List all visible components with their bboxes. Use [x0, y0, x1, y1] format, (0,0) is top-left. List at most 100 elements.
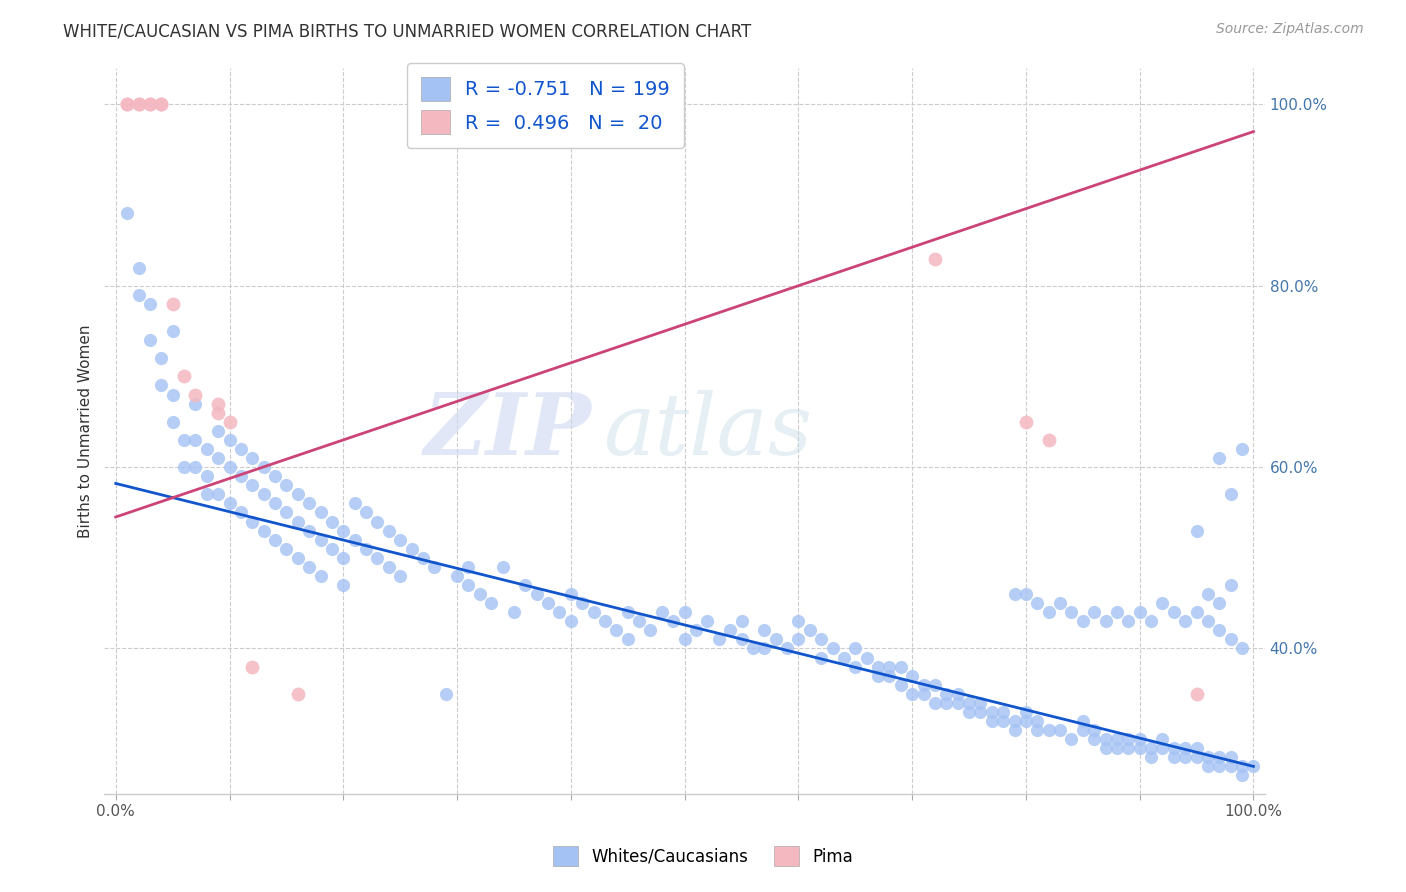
Point [366, 550, 388, 565]
Point [1197, 615, 1219, 629]
Point [378, 560, 401, 574]
Point [309, 569, 332, 583]
Point [150, 351, 173, 366]
Point [207, 487, 229, 501]
Point [207, 451, 229, 466]
Point [343, 533, 366, 547]
Point [957, 705, 980, 719]
Point [1026, 723, 1049, 738]
Point [1083, 723, 1105, 738]
Point [1185, 741, 1208, 756]
Point [1105, 732, 1128, 747]
Point [1140, 615, 1163, 629]
Point [1174, 615, 1197, 629]
Point [354, 506, 377, 520]
Point [332, 578, 354, 592]
Point [253, 487, 276, 501]
Point [1038, 723, 1060, 738]
Point [195, 442, 218, 456]
Point [1118, 615, 1140, 629]
Point [240, 478, 263, 492]
Point [560, 615, 582, 629]
Point [412, 550, 434, 565]
Point [1185, 524, 1208, 538]
Point [321, 515, 343, 529]
Point [503, 605, 526, 619]
Point [526, 587, 548, 601]
Point [1230, 442, 1253, 456]
Point [969, 696, 991, 710]
Point [309, 506, 332, 520]
Point [468, 587, 491, 601]
Point [537, 596, 560, 610]
Point [890, 659, 912, 673]
Point [115, 97, 138, 112]
Point [957, 696, 980, 710]
Point [218, 433, 240, 447]
Point [993, 705, 1015, 719]
Point [1094, 615, 1116, 629]
Text: ZIP: ZIP [425, 389, 592, 473]
Point [389, 569, 412, 583]
Point [366, 515, 388, 529]
Point [184, 387, 207, 401]
Point [571, 596, 593, 610]
Point [264, 533, 287, 547]
Point [276, 506, 298, 520]
Point [1230, 768, 1253, 782]
Text: Source: ZipAtlas.com: Source: ZipAtlas.com [1216, 22, 1364, 37]
Point [1071, 723, 1094, 738]
Point [980, 705, 1002, 719]
Point [229, 469, 252, 483]
Point [1219, 632, 1241, 647]
Point [184, 460, 207, 475]
Point [890, 678, 912, 692]
Point [1105, 741, 1128, 756]
Point [1208, 451, 1230, 466]
Point [810, 650, 832, 665]
Point [207, 406, 229, 420]
Point [1105, 605, 1128, 619]
Point [1243, 759, 1265, 773]
Point [993, 714, 1015, 728]
Point [1197, 587, 1219, 601]
Point [1185, 605, 1208, 619]
Point [901, 687, 924, 701]
Point [855, 650, 877, 665]
Point [1208, 596, 1230, 610]
Point [924, 696, 946, 710]
Point [139, 97, 162, 112]
Point [866, 659, 889, 673]
Point [718, 624, 741, 638]
Point [924, 678, 946, 692]
Point [1230, 759, 1253, 773]
Point [776, 641, 799, 656]
Point [730, 615, 752, 629]
Point [1174, 741, 1197, 756]
Point [673, 632, 696, 647]
Point [491, 560, 513, 574]
Text: WHITE/CAUCASIAN VS PIMA BIRTHS TO UNMARRIED WOMEN CORRELATION CHART: WHITE/CAUCASIAN VS PIMA BIRTHS TO UNMARR… [63, 22, 752, 40]
Point [787, 632, 810, 647]
Point [343, 496, 366, 510]
Point [912, 678, 935, 692]
Point [287, 487, 309, 501]
Point [1152, 732, 1174, 747]
Point [1083, 732, 1105, 747]
Point [1038, 433, 1060, 447]
Y-axis label: Births to Unmarried Women: Births to Unmarried Women [79, 324, 93, 538]
Point [1208, 759, 1230, 773]
Point [866, 669, 889, 683]
Point [457, 578, 479, 592]
Point [1049, 596, 1071, 610]
Point [253, 524, 276, 538]
Point [1140, 741, 1163, 756]
Point [924, 252, 946, 266]
Point [115, 206, 138, 220]
Point [298, 496, 321, 510]
Point [1129, 741, 1152, 756]
Point [253, 460, 276, 475]
Point [730, 632, 752, 647]
Point [128, 97, 150, 112]
Point [128, 97, 150, 112]
